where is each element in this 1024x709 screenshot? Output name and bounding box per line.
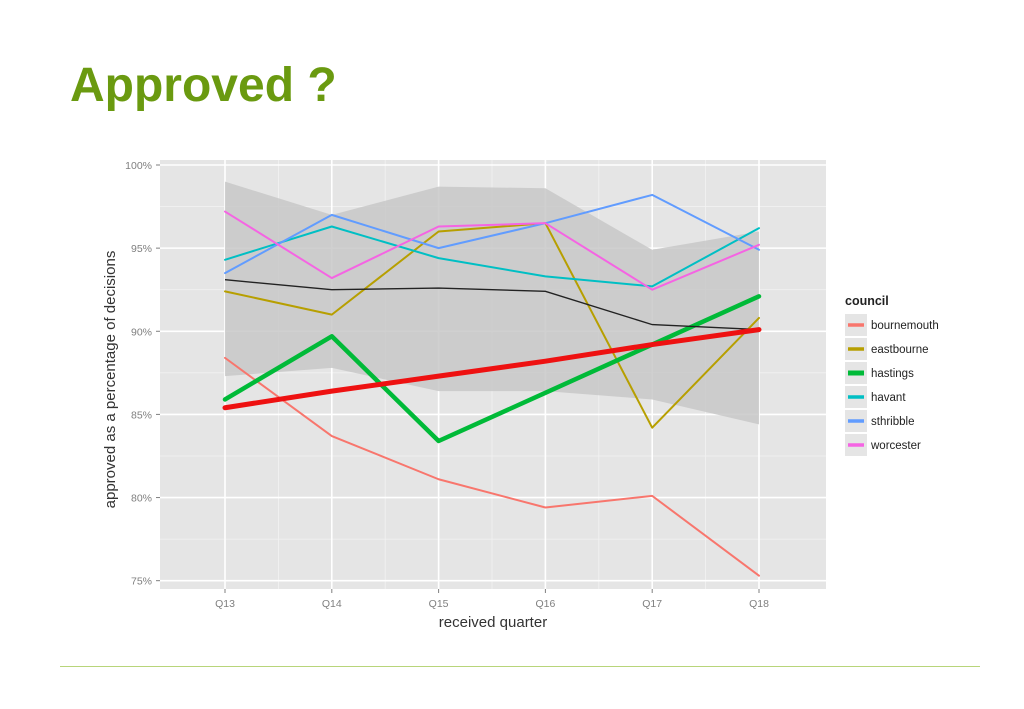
y-tick-label: 90% xyxy=(131,326,152,338)
legend-label-sthribble: sthribble xyxy=(871,416,914,428)
legend-title: council xyxy=(845,294,889,308)
series-line-eastbourne xyxy=(224,222,760,429)
legend-label-bournemouth: bournemouth xyxy=(871,320,939,332)
y-tick-label: 95% xyxy=(131,243,152,255)
legend-label-hastings: hastings xyxy=(871,368,914,380)
mean-line xyxy=(224,279,760,331)
series-line-worcester xyxy=(224,210,760,291)
x-tick-label: Q14 xyxy=(322,598,342,610)
y-tick-label: 100% xyxy=(125,160,152,172)
y-axis-title: approved as a percentage of decisions xyxy=(102,251,119,509)
x-tick-label: Q13 xyxy=(215,598,235,610)
y-tick-label: 80% xyxy=(131,493,152,505)
legend-label-eastbourne: eastbourne xyxy=(871,344,929,356)
legend-label-havant: havant xyxy=(871,392,906,404)
series-line-hastings xyxy=(222,294,762,444)
legend-label-worcester: worcester xyxy=(870,440,921,452)
x-axis-title: received quarter xyxy=(439,614,547,631)
legend: council bournemouth eastbourne hastings hava… xyxy=(845,294,939,456)
series-line-bournemouth xyxy=(224,356,760,577)
trend-line xyxy=(222,327,762,411)
series-line-sthribble xyxy=(224,193,760,275)
x-tick-label: Q16 xyxy=(535,598,555,610)
x-tick-label: Q18 xyxy=(749,598,769,610)
y-tick-label: 85% xyxy=(131,409,152,421)
y-tick-label: 75% xyxy=(131,576,152,588)
footer-divider xyxy=(60,666,980,667)
x-tick-label: Q15 xyxy=(429,598,449,610)
x-tick-label: Q17 xyxy=(642,598,662,610)
slide-title: Approved ? xyxy=(70,59,337,112)
series-line-havant xyxy=(224,225,760,288)
